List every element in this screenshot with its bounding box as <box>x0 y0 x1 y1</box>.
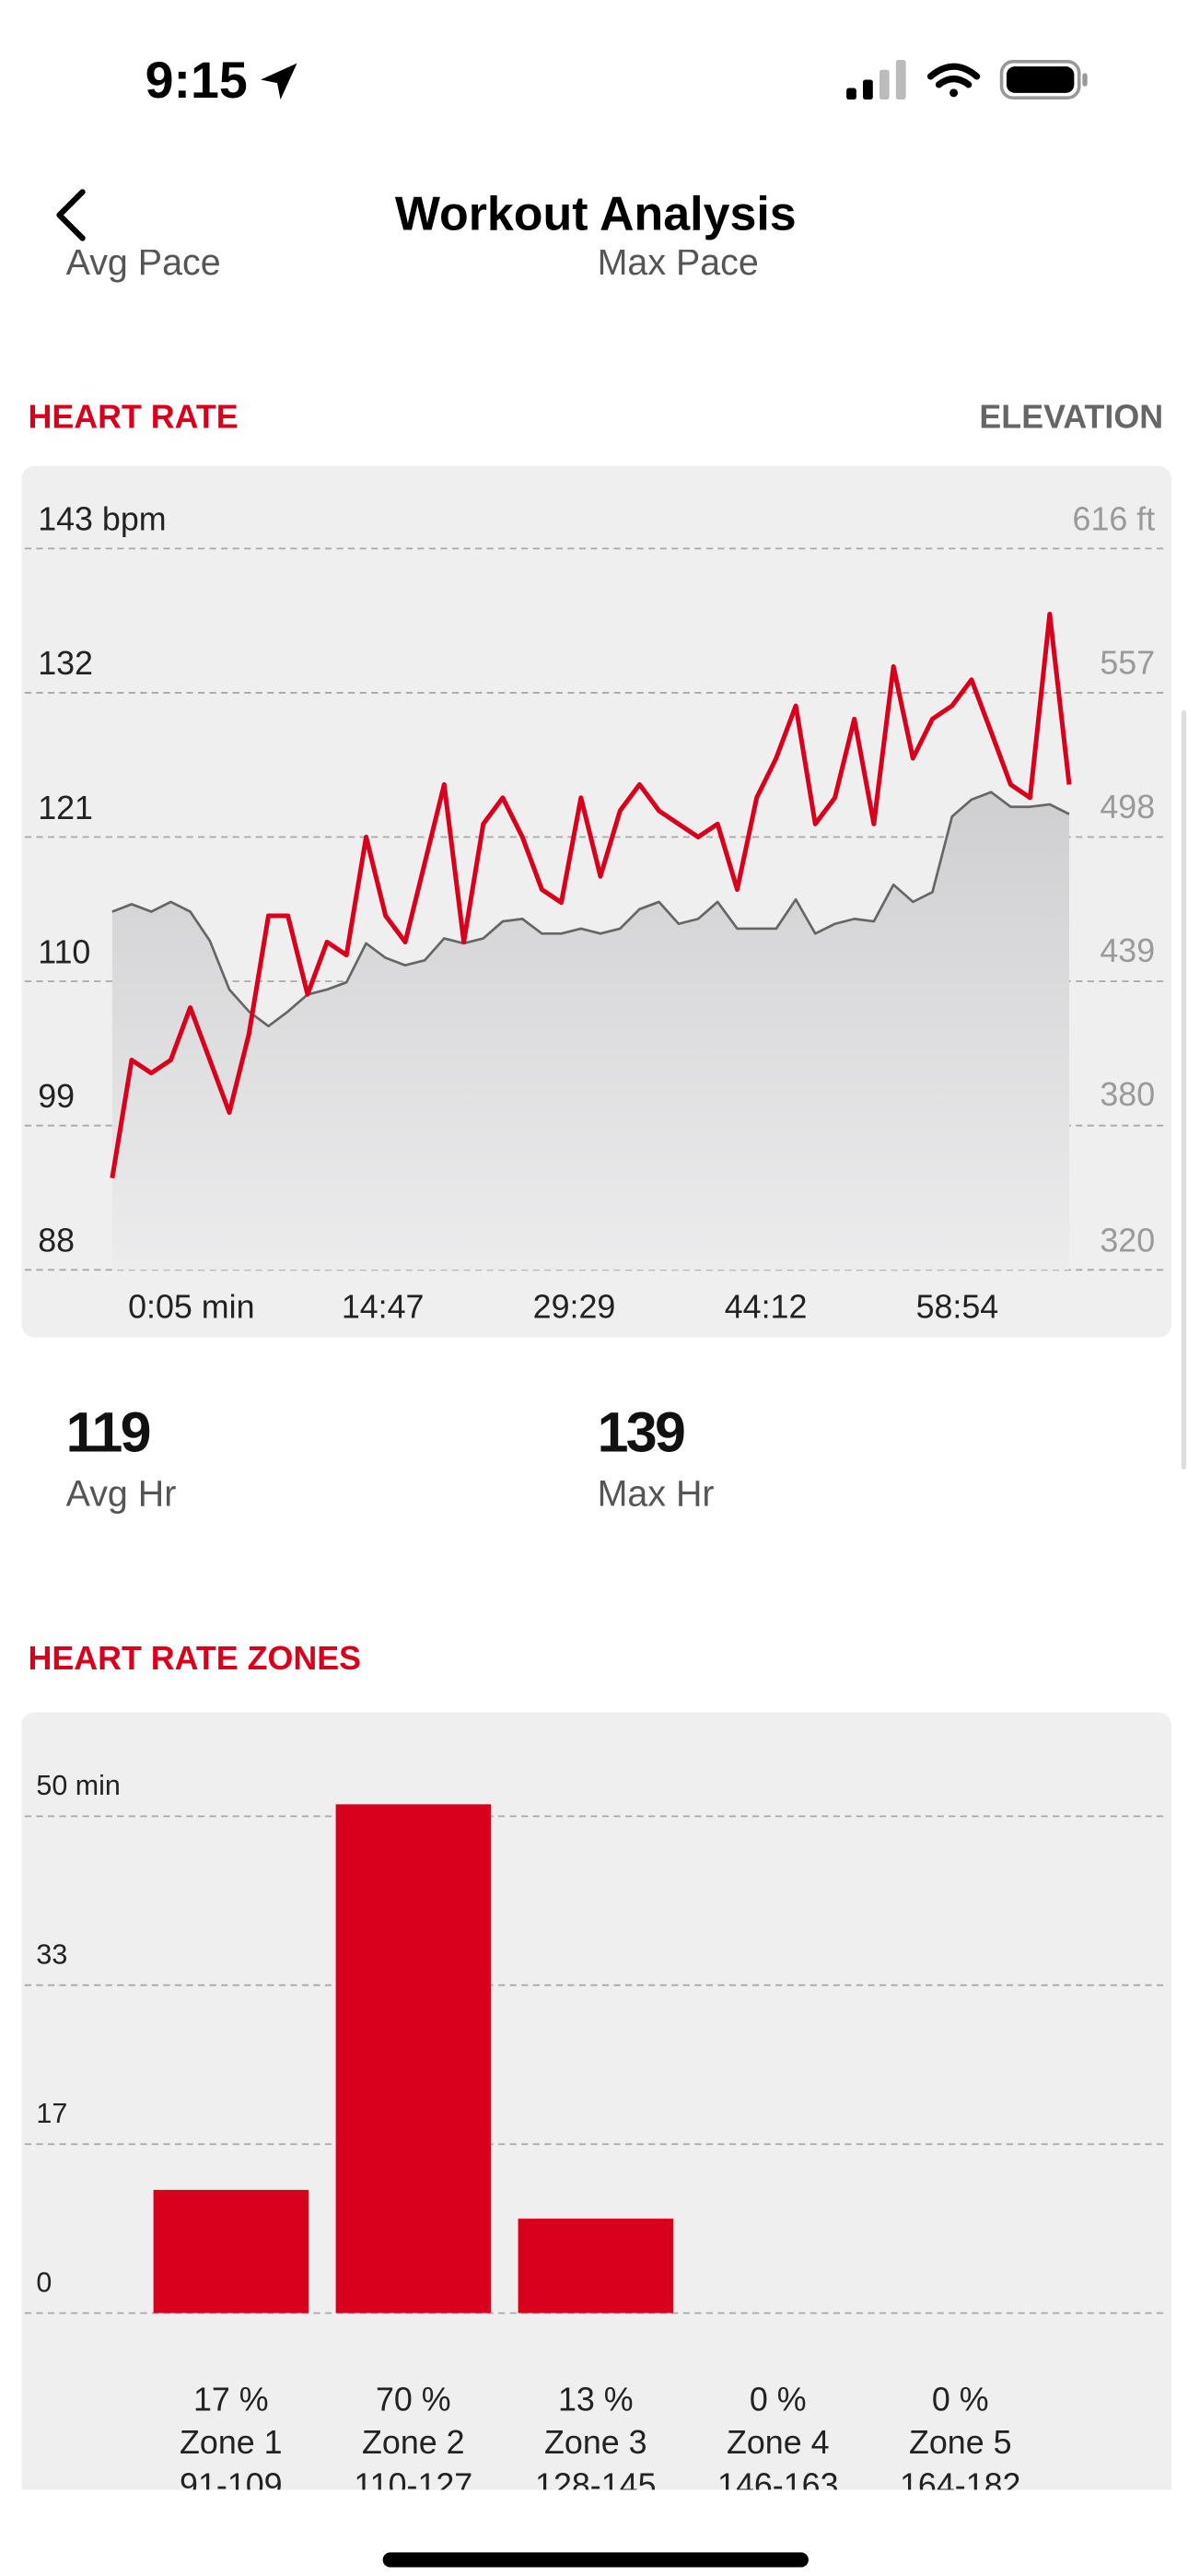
y-tick-label: 143 bpm <box>38 501 166 538</box>
status-time: 9:15 <box>146 52 248 109</box>
x-tick-label: Zone 2 <box>362 2424 465 2461</box>
y-tick-label: 0 <box>36 2266 52 2298</box>
legend-entry: HEART RATE <box>28 399 238 436</box>
x-tick-label: Zone 1 <box>180 2424 283 2461</box>
bar <box>153 2189 309 2313</box>
signal-icon <box>846 60 906 100</box>
nav-title: Workout Analysis <box>395 188 797 241</box>
x-tick-label: 44:12 <box>725 1288 808 1325</box>
elevation-area <box>111 791 1069 1270</box>
stat-label: Avg Hr <box>66 1474 177 1515</box>
bar <box>518 2219 673 2313</box>
stat-value: 119 <box>66 1400 150 1463</box>
y2-tick-label: 616 ft <box>1073 501 1156 538</box>
bar <box>335 1804 492 2313</box>
bar-percent: 17 % <box>193 2381 269 2418</box>
y2-tick-label: 498 <box>1100 789 1155 825</box>
y-tick-label: 132 <box>38 645 93 682</box>
y2-tick-label: 320 <box>1100 1223 1155 1259</box>
y-tick-label: 17 <box>36 2098 67 2129</box>
y2-tick-label: 380 <box>1100 1076 1155 1113</box>
chart-card <box>21 1712 1172 2490</box>
elevation-line <box>111 790 1070 1028</box>
y-tick-label: 110 <box>38 933 90 970</box>
scrollbar <box>1181 709 1187 1470</box>
back-button[interactable] <box>56 189 86 241</box>
zone-range: 91-109 <box>180 2467 283 2504</box>
bar-percent: 70 % <box>376 2381 451 2418</box>
battery-icon <box>999 60 1088 100</box>
zone-range: 146-163 <box>717 2467 839 2504</box>
x-tick-label: 0:05 min <box>128 1288 254 1325</box>
x-tick-label: 58:54 <box>916 1288 999 1325</box>
y-tick-label: 99 <box>38 1078 75 1115</box>
x-tick-label: Zone 3 <box>544 2424 647 2461</box>
x-tick-label: Zone 5 <box>909 2424 1012 2461</box>
location-icon <box>261 63 297 100</box>
zone-range: 110-127 <box>354 2467 472 2504</box>
zone-range: 128-145 <box>535 2467 657 2504</box>
zone-range: 164-182 <box>900 2467 1021 2504</box>
y2-tick-label: 557 <box>1100 645 1155 682</box>
y-tick-label: 121 <box>38 790 93 826</box>
home-indicator <box>382 2552 809 2568</box>
y2-tick-label: 439 <box>1100 932 1155 969</box>
y-tick-label: 50 min <box>36 1770 120 1801</box>
y-tick-label: 88 <box>38 1223 75 1259</box>
y-tick-label: 33 <box>36 1938 67 1970</box>
stat-value: 139 <box>598 1400 684 1463</box>
x-tick-label: Zone 4 <box>727 2424 830 2461</box>
bar-percent: 0 % <box>750 2381 807 2418</box>
x-tick-label: 29:29 <box>533 1288 616 1325</box>
wifi-icon <box>926 63 981 98</box>
stat-label: Max Hr <box>598 1474 715 1515</box>
bar-percent: 13 % <box>558 2381 634 2418</box>
legend-entry: ELEVATION <box>979 399 1163 436</box>
nav-background <box>0 0 1188 251</box>
bar-percent: 0 % <box>932 2381 989 2418</box>
heart-rate-line <box>110 611 1072 1179</box>
x-tick-label: 14:47 <box>342 1288 425 1325</box>
section-title: HEART RATE ZONES <box>28 1640 361 1677</box>
